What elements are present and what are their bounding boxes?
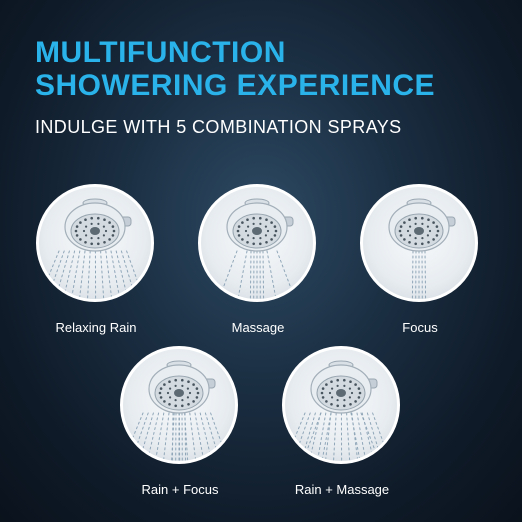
spray-label: Relaxing Rain [55,320,137,335]
water-spray [123,412,229,461]
spray-label: Massage [231,320,285,335]
shower-head-image [282,346,400,464]
spray-option-massage: Massage [198,184,318,335]
spray-label: Rain + Focus [141,482,219,497]
shower-head-image [198,184,316,302]
shower-head-icon [285,360,391,461]
page-title: MULTIFUNCTION SHOWERING EXPERIENCE [35,36,505,102]
title-line-2: SHOWERING EXPERIENCE [35,69,436,102]
title-line-1: MULTIFUNCTION [35,36,286,69]
shower-head-icon [123,360,229,461]
spray-label: Focus [402,320,438,335]
spray-option-relaxing-rain: Relaxing Rain [36,184,156,335]
spray-option-focus: Focus [360,184,480,335]
shower-head-icon [388,198,456,299]
shower-head-image [36,184,154,302]
shower-head-image [360,184,478,302]
spray-option-rain-massage: Rain + Massage [282,346,402,497]
water-spray [285,412,391,461]
shower-head-image [120,346,238,464]
spray-option-rain-focus: Rain + Focus [120,346,240,497]
shower-head-icon [218,198,296,299]
spray-label: Rain + Massage [294,482,390,497]
water-spray [411,250,427,299]
water-spray [39,250,145,299]
shower-head-icon [39,198,145,299]
page-subtitle: INDULGE WITH 5 COMBINATION SPRAYS [35,117,402,137]
water-spray [218,250,296,299]
